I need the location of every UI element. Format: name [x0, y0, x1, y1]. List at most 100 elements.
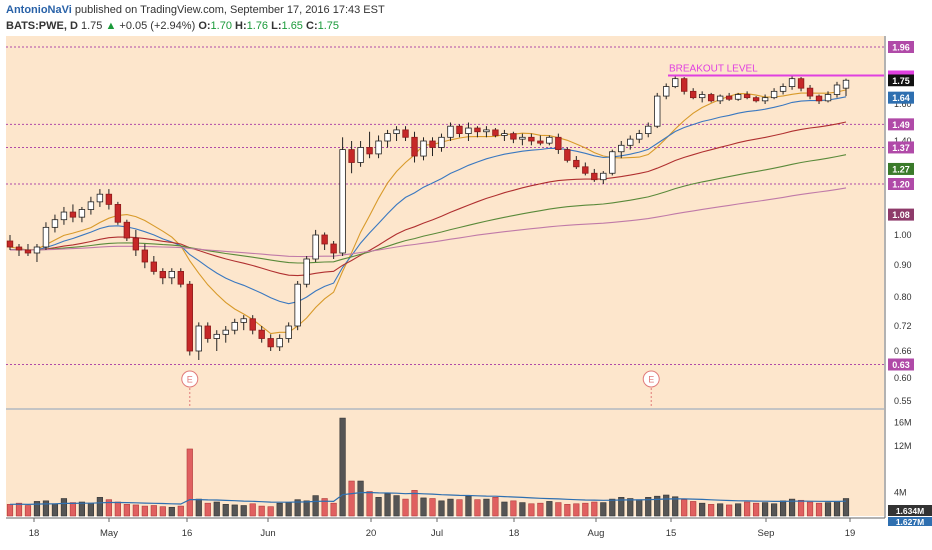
symbol-label: BATS:PWE, D: [6, 20, 78, 32]
candle-up: [483, 129, 490, 133]
volume-bar: [474, 499, 481, 517]
candle-up: [824, 94, 832, 102]
candle-up: [375, 140, 382, 155]
volume-bar: [762, 502, 769, 517]
volume-bar: [438, 500, 445, 517]
price-tick-label: 0.72: [894, 321, 912, 331]
candle-up: [213, 333, 220, 339]
volume-bar: [537, 502, 544, 517]
candle-up: [698, 94, 706, 99]
volume-bar: [375, 497, 382, 517]
volume-bar: [824, 502, 832, 517]
candle-down: [528, 136, 535, 142]
volume-bar: [204, 502, 211, 517]
volume-bar: [483, 498, 490, 517]
volume-bar: [779, 500, 787, 517]
open-value: 1.70: [210, 20, 232, 32]
price-badge-bg: [888, 91, 914, 104]
candle-down: [249, 318, 256, 331]
candle-up: [393, 129, 400, 134]
volume-bar: [402, 498, 409, 517]
close-label: C:: [306, 20, 318, 32]
price-tick-label: 0.90: [894, 260, 912, 270]
volume-bar: [672, 496, 679, 517]
level-badge: 1.20: [892, 180, 910, 190]
author-name[interactable]: AntonioNaVi: [6, 4, 72, 16]
volume-bar: [78, 501, 86, 517]
level-badge-bg: [888, 178, 914, 190]
volume-bar: [842, 498, 850, 517]
time-tick-label: 15: [666, 528, 677, 539]
volume-bar: [573, 503, 580, 517]
candle-up: [627, 138, 634, 146]
candle-down: [402, 129, 409, 138]
volume-bar: [276, 502, 283, 517]
moving-average-line: [10, 121, 847, 277]
candle-down: [132, 237, 140, 251]
volume-badge: 1.634M: [896, 506, 924, 516]
candle-down: [743, 94, 751, 99]
price-badge-bg: [888, 162, 914, 175]
earnings-marker-label: E: [187, 375, 193, 385]
candle-up: [357, 147, 364, 163]
candle-down: [177, 270, 184, 285]
low-label: L:: [271, 20, 282, 32]
volume-bar: [519, 502, 526, 517]
price-tick-label: 1.60: [894, 99, 912, 109]
volume-bar: [726, 504, 733, 517]
time-tick-label: Jul: [431, 528, 443, 539]
volume-bar: [420, 497, 427, 517]
publish-line: AntonioNaVi published on TradingView.com…: [6, 4, 385, 16]
moving-average-line: [10, 96, 847, 305]
price-badge: 1.75: [892, 76, 910, 86]
candle-down: [6, 240, 14, 248]
candle-down: [321, 234, 328, 245]
candle-down: [537, 140, 544, 144]
candle-down: [752, 97, 760, 102]
volume-tick-label: 4M: [894, 488, 907, 498]
candle-down: [123, 221, 131, 239]
high-value: 1.76: [246, 20, 269, 32]
candle-up: [285, 325, 292, 339]
candle-up: [672, 78, 679, 87]
volume-bar: [24, 505, 32, 517]
candle-down: [797, 78, 805, 89]
time-tick-label: 20: [366, 528, 377, 539]
candle-up: [276, 338, 283, 348]
candle-up: [609, 151, 616, 174]
earnings-marker-icon: [181, 370, 199, 388]
volume-bar: [330, 502, 337, 517]
volume-bar: [555, 502, 562, 517]
volume-bar: [177, 505, 184, 517]
volume-bar: [231, 504, 238, 517]
level-badge: 1.37: [892, 143, 910, 153]
candle-down: [15, 246, 23, 251]
volume-bar: [501, 501, 508, 517]
volume-bar: [806, 501, 814, 517]
time-tick-label: 18: [509, 528, 520, 539]
level-badge: 1.49: [892, 120, 910, 130]
volume-bar: [600, 502, 607, 517]
volume-bar: [123, 504, 130, 517]
volume-bar: [591, 501, 598, 517]
price-tick-label: 1.00: [894, 230, 912, 240]
volume-bar: [753, 502, 760, 517]
candle-up: [42, 226, 50, 248]
candle-up: [195, 325, 202, 352]
close-value: 1.75: [317, 20, 340, 32]
candle-up: [788, 78, 796, 87]
volume-bar: [609, 498, 616, 517]
earnings-marker-icon: [642, 370, 660, 388]
volume-bar: [447, 498, 454, 517]
volume-bar: [186, 448, 193, 517]
ohlc-line: BATS:PWE, D 1.75 ▲ +0.05 (+2.94%) O:1.70…: [6, 20, 339, 32]
candle-down: [366, 147, 373, 155]
volume-bar: [654, 495, 661, 517]
volume-bar: [699, 502, 706, 517]
volume-bar: [735, 503, 742, 517]
candle-down: [411, 136, 418, 157]
candle-down: [689, 90, 697, 99]
candle-down: [456, 125, 463, 134]
volume-bar: [114, 501, 121, 517]
